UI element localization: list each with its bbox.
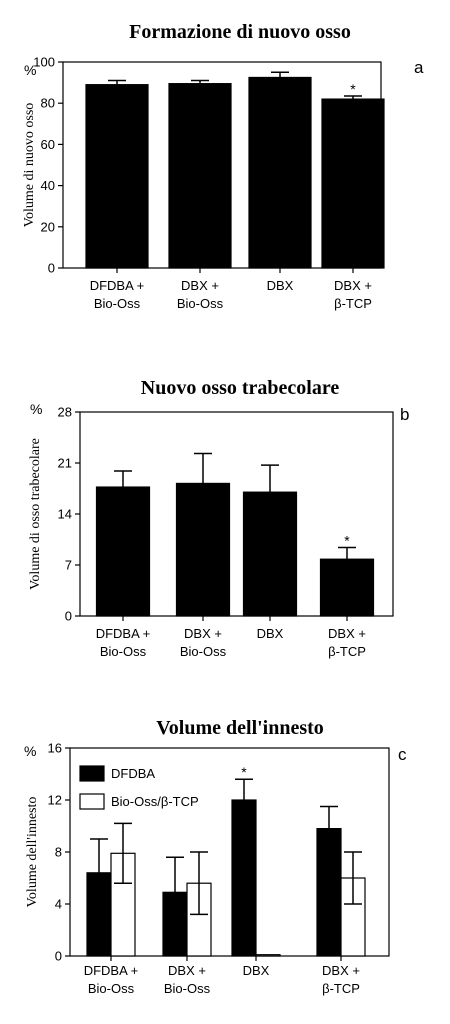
x-tick-label: DBX +	[184, 626, 222, 641]
significance-star: *	[241, 764, 247, 780]
y-unit-label: %	[24, 62, 36, 78]
legend-swatch	[79, 793, 105, 810]
x-tick-label: Bio-Oss	[177, 296, 224, 311]
y-tick-label: 4	[55, 897, 62, 912]
x-tick-label: DBX +	[322, 963, 360, 978]
y-axis-label: Volume di nuovo osso	[22, 103, 37, 228]
y-tick-label: 16	[48, 741, 62, 756]
x-tick-label: DBX +	[168, 963, 206, 978]
y-tick-label: 14	[58, 507, 72, 522]
x-tick-label: β-TCP	[322, 981, 360, 996]
y-axis-label: Volume dell'innesto	[25, 797, 40, 908]
bar-value	[168, 83, 232, 269]
y-tick-label: 60	[41, 137, 55, 152]
y-tick-label: 12	[48, 793, 62, 808]
x-tick-label: DFDBA +	[96, 626, 151, 641]
bar-bio-oss-tcp	[255, 954, 281, 957]
significance-star: *	[350, 81, 356, 97]
y-tick-label: 0	[65, 609, 72, 624]
chart-panel-c: Volume dell'innesto c% Volume dell'innesto…	[24, 717, 407, 996]
bar-value	[242, 491, 298, 617]
x-tick-label: DFDBA +	[90, 278, 145, 293]
y-tick-label: 20	[41, 219, 55, 234]
bar-value	[95, 486, 151, 617]
x-tick-label: DBX +	[181, 278, 219, 293]
x-tick-label: Bio-Oss	[94, 296, 141, 311]
y-tick-label: 0	[48, 261, 55, 276]
significance-star: *	[344, 533, 350, 549]
y-tick-label: 80	[41, 96, 55, 111]
y-tick-label: 100	[33, 55, 55, 70]
x-tick-label: Bio-Oss	[164, 981, 211, 996]
panel-letter: b	[400, 405, 409, 424]
bar-bio-oss-tcp	[110, 852, 136, 957]
x-tick-label: β-TCP	[334, 296, 372, 311]
x-tick-label: DBX	[243, 963, 270, 978]
x-tick-label: DBX	[257, 626, 284, 641]
y-tick-label: 8	[55, 845, 62, 860]
bar-value	[85, 84, 149, 269]
bar-value	[319, 558, 375, 617]
panel-letter: a	[414, 58, 424, 77]
bar-value	[321, 98, 385, 269]
y-tick-label: 21	[58, 456, 72, 471]
chart-title: Formazione di nuovo osso	[129, 21, 351, 43]
x-tick-label: β-TCP	[328, 644, 366, 659]
y-tick-label: 7	[65, 558, 72, 573]
y-axis-label: Volume di osso trabecolare	[28, 438, 43, 590]
x-tick-label: Bio-Oss	[100, 644, 147, 659]
x-tick-label: DBX +	[334, 278, 372, 293]
chart-title: Nuovo osso trabecolare	[141, 377, 340, 399]
chart-panel-b: Nuovo osso trabecolare b% Volume di osso t…	[28, 377, 409, 659]
x-tick-label: DBX +	[328, 626, 366, 641]
x-tick-label: Bio-Oss	[180, 644, 227, 659]
legend-swatch	[79, 765, 105, 782]
x-tick-label: DBX	[267, 278, 294, 293]
x-tick-label: Bio-Oss	[88, 981, 135, 996]
bar-dfdba	[231, 799, 257, 957]
chart-panel-a: Formazione di nuovo osso a% Volume di nuov…	[22, 21, 424, 311]
bar-value	[248, 76, 312, 269]
y-tick-label: 40	[41, 178, 55, 193]
y-unit-label: %	[24, 743, 36, 759]
chart-title: Volume dell'innesto	[156, 717, 324, 739]
legend-label: DFDBA	[111, 766, 155, 781]
y-tick-label: 0	[55, 949, 62, 964]
bar-value	[175, 482, 231, 617]
panel-letter: c	[398, 745, 407, 764]
x-tick-label: DFDBA +	[84, 963, 139, 978]
y-unit-label: %	[30, 401, 42, 417]
y-tick-label: 28	[58, 405, 72, 420]
legend-label: Bio-Oss/β-TCP	[111, 794, 199, 809]
